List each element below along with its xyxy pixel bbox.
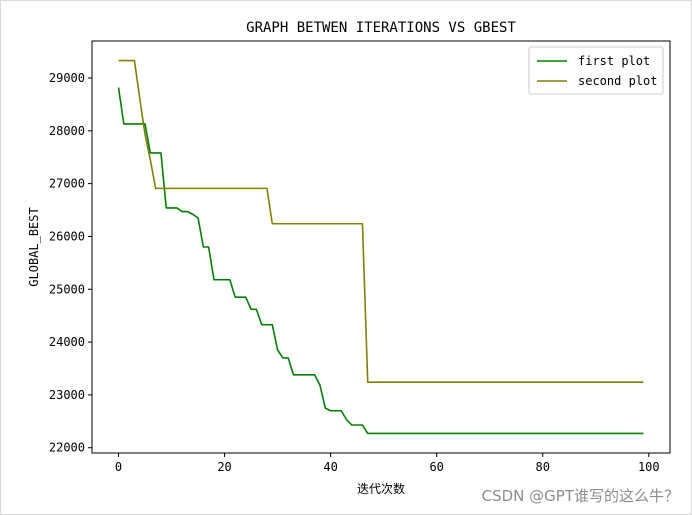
y-tick-label: 26000 <box>49 229 85 243</box>
x-tick-label: 40 <box>323 460 337 474</box>
series-line-first-plot <box>117 87 644 435</box>
axes-frame <box>91 40 671 454</box>
y-tick-label: 25000 <box>49 282 85 296</box>
y-axis-label: GLOBAL_BEST <box>27 207 41 286</box>
x-tick-label: 60 <box>429 460 443 474</box>
watermark-text: CSDN @GPT谁写的这么牛？ <box>482 487 679 505</box>
y-axis: 22000 23000 24000 25000 26000 27000 28000 29000 <box>49 71 92 455</box>
x-tick-label: 0 <box>115 460 122 474</box>
y-tick-label: 23000 <box>49 388 85 402</box>
y-tick-label: 29000 <box>49 71 85 85</box>
legend-label-second-plot: second plot <box>578 74 657 88</box>
legend-box <box>528 46 664 95</box>
x-axis-label: 迭代次数 <box>357 481 405 496</box>
y-tick-label: 22000 <box>49 441 85 455</box>
plot-area: 0 20 40 60 80 100 22000 23000 24000 25000 26000 27… <box>49 40 671 474</box>
x-tick-label: 20 <box>217 460 231 474</box>
chart-title: GRAPH BETWEN ITERATIONS VS GBEST <box>246 20 516 36</box>
legend: first plot second plot <box>528 46 664 95</box>
x-axis: 0 20 40 60 80 100 <box>115 453 660 474</box>
series-lines <box>117 59 644 435</box>
series-line-second-plot <box>118 59 644 384</box>
legend-label-first-plot: first plot <box>578 54 650 68</box>
y-tick-label: 27000 <box>49 177 85 191</box>
x-tick-label: 100 <box>638 460 660 474</box>
y-tick-label: 24000 <box>49 335 85 349</box>
x-tick-label: 80 <box>536 460 550 474</box>
y-tick-label: 28000 <box>49 124 85 138</box>
